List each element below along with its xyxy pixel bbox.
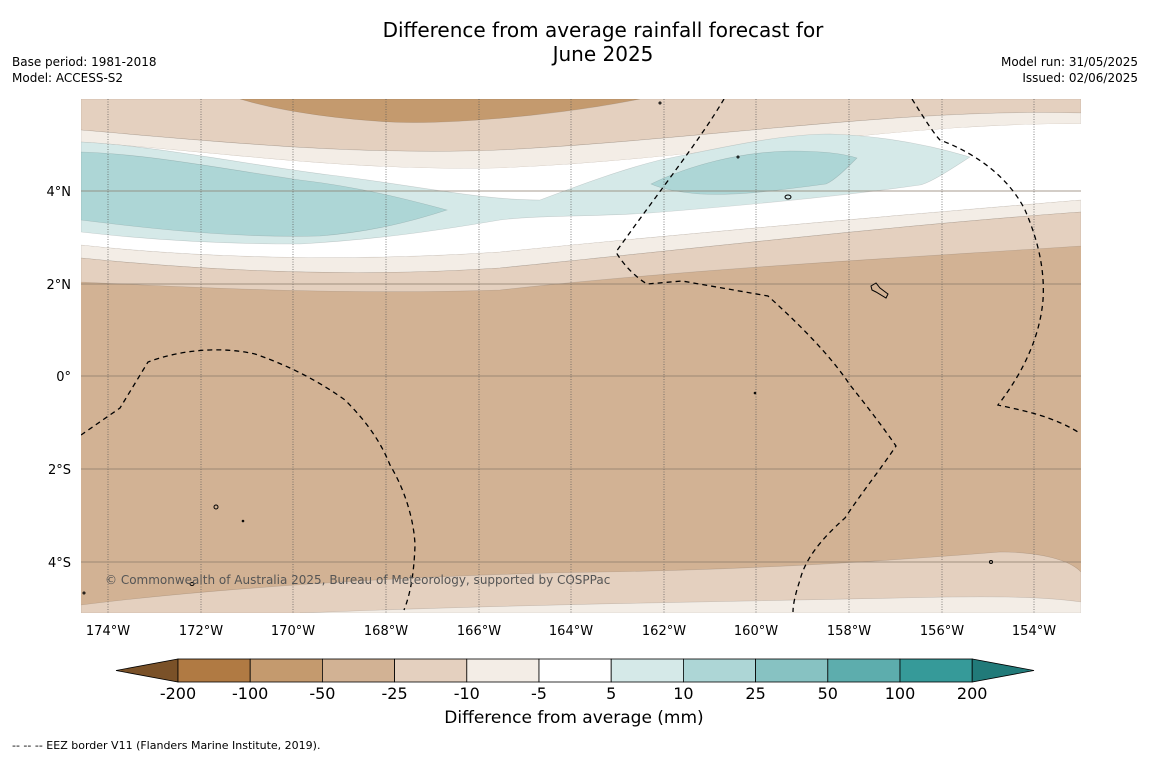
title-line-1: Difference from average rainfall forecas… bbox=[382, 18, 824, 42]
anomaly-band-dry-10-25-south bbox=[81, 551, 1081, 613]
latitude-tick-label: 0° bbox=[56, 370, 71, 385]
anomaly-band-dry-50-100-north bbox=[239, 99, 641, 123]
colorbar-tick-label: -5 bbox=[531, 684, 547, 703]
colorbar-over-arrow bbox=[971, 658, 1035, 683]
colorbar-swatch bbox=[683, 658, 757, 683]
longitude-tick-label: 170°W bbox=[271, 624, 315, 639]
longitude-tick-label: 156°W bbox=[920, 624, 964, 639]
colorbar-swatch bbox=[538, 658, 612, 683]
longitude-tick-label: 162°W bbox=[642, 624, 686, 639]
copyright-notice: © Commonwealth of Australia 2025, Bureau… bbox=[105, 573, 610, 587]
colorbar-swatch bbox=[249, 658, 323, 683]
colorbar-tick-label: -200 bbox=[160, 684, 196, 703]
colorbar-tick-label: -50 bbox=[309, 684, 335, 703]
eez-borders bbox=[81, 99, 1079, 613]
base-period: Base period: 1981-2018 bbox=[12, 55, 157, 69]
latitude-tick-label: 4°S bbox=[48, 556, 71, 571]
colorbar-tick-label: -100 bbox=[232, 684, 268, 703]
colorbar-tick-label: -10 bbox=[454, 684, 480, 703]
longitude-tick-label: 160°W bbox=[734, 624, 778, 639]
anomaly-band-wet-10-25-east bbox=[650, 150, 858, 195]
latitude-tick-label: 2°S bbox=[48, 463, 71, 478]
colorbar-swatch bbox=[466, 658, 540, 683]
colorbar-swatch bbox=[321, 658, 395, 683]
anomaly-band-wet-10-25-west bbox=[81, 151, 449, 237]
colorbar-tick-label: 200 bbox=[957, 684, 988, 703]
colorbar-swatch bbox=[610, 658, 684, 683]
meta-right: Model run: 31/05/2025 Issued: 02/06/2025 bbox=[1001, 54, 1138, 86]
model-run: Model run: 31/05/2025 bbox=[1000, 55, 1138, 69]
colorbar-title: Difference from average (mm) bbox=[444, 708, 704, 728]
colorbar-swatch bbox=[177, 658, 251, 683]
colorbar-swatch bbox=[827, 658, 901, 683]
islands bbox=[82, 101, 993, 595]
longitude-tick-label: 164°W bbox=[549, 624, 593, 639]
title-line-2: June 2025 bbox=[552, 42, 654, 66]
longitude-tick-label: 166°W bbox=[457, 624, 501, 639]
graticule bbox=[81, 99, 1081, 613]
latitude-tick-label: 4°N bbox=[47, 185, 72, 200]
colorbar-swatch bbox=[394, 658, 468, 683]
colorbar-under-arrow bbox=[115, 658, 179, 683]
colorbar-swatch bbox=[899, 658, 973, 683]
footnote: -- -- -- EEZ border V11 (Flanders Marine… bbox=[12, 739, 321, 752]
colorbar-tick-label: 50 bbox=[818, 684, 838, 703]
meta-left: Base period: 1981-2018 Model: ACCESS-S2 bbox=[12, 54, 157, 86]
colorbar: -200 -100 -50 -25 -10 -5 5 10 25 50 100 200 bbox=[115, 658, 1035, 703]
latitude-labels: 4°N 2°N 0° 2°S 4°S bbox=[47, 185, 72, 571]
latitude-tick-label: 2°N bbox=[47, 278, 72, 293]
colorbar-tick-label: 100 bbox=[885, 684, 916, 703]
issued-date: Issued: 02/06/2025 bbox=[1022, 71, 1138, 85]
longitude-labels: 174°W 172°W 170°W 168°W 166°W 164°W 162°W 160°W… bbox=[86, 624, 1056, 639]
longitude-tick-label: 154°W bbox=[1012, 624, 1056, 639]
colorbar-tick-label: -25 bbox=[382, 684, 408, 703]
longitude-tick-label: 172°W bbox=[179, 624, 223, 639]
anomaly-band-dry-5-10-south bbox=[299, 596, 1081, 613]
colorbar-swatch bbox=[755, 658, 829, 683]
longitude-tick-label: 174°W bbox=[86, 624, 130, 639]
longitude-tick-label: 168°W bbox=[364, 624, 408, 639]
colorbar-tick-label: 25 bbox=[745, 684, 765, 703]
anomaly-band-dry-5-10-north bbox=[81, 112, 1081, 169]
colorbar-tick-label: 10 bbox=[673, 684, 693, 703]
map-title: Difference from average rainfall forecas… bbox=[0, 18, 1150, 66]
colorbar-tick-label: 5 bbox=[606, 684, 616, 703]
map-plot-area bbox=[81, 99, 1081, 613]
model-name: Model: ACCESS-S2 bbox=[12, 71, 124, 85]
longitude-tick-label: 158°W bbox=[827, 624, 871, 639]
